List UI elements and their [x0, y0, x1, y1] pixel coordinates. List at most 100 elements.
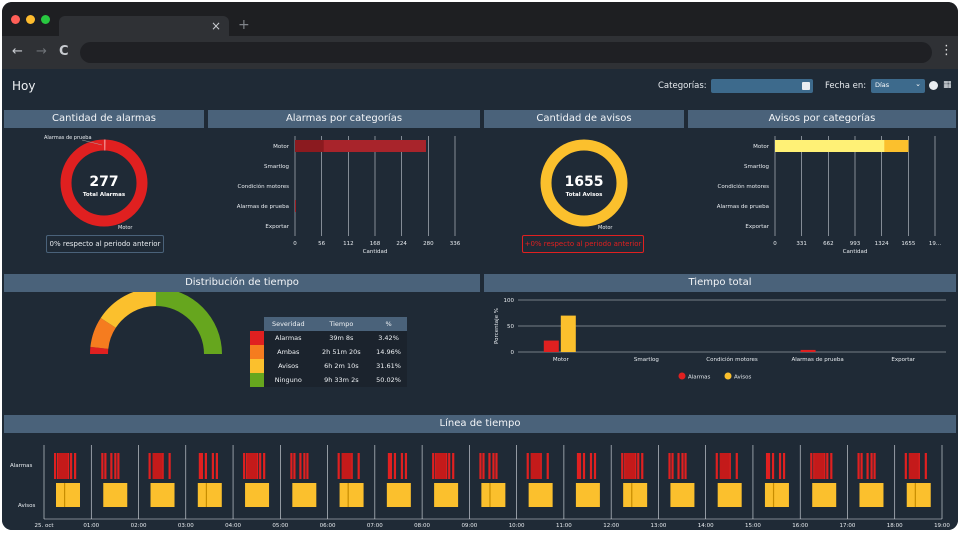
y-tick-label: 0 [511, 350, 515, 356]
table-cell: Ambas [264, 345, 313, 359]
x-tick-label: 1324 [875, 241, 889, 247]
timeline-warning-block [150, 483, 175, 507]
timeline-alarm-mark [293, 453, 296, 479]
timeline-warning-divider [205, 483, 207, 507]
date-unit-select[interactable]: Días ⌄ [871, 79, 925, 93]
timeline-title: Línea de tiempo [4, 415, 956, 433]
browser-toolbar: ← → C ⋮ [2, 36, 958, 69]
timeline-alarm-mark [204, 453, 207, 479]
x-tick-label: 56 [318, 241, 325, 247]
timeline-alarm-mark [767, 453, 771, 479]
timeline-warning-block [245, 483, 270, 507]
timeline-alarm-mark [826, 453, 829, 479]
timeline-warning-divider [914, 483, 916, 507]
timeline-alarm-mark [677, 453, 680, 479]
table-cell: 14.96% [370, 345, 407, 359]
timeline-alarm-mark [830, 453, 833, 479]
total-time-panel: Tiempo total 0 50 100 Porcentaje % Motor Smar… [484, 274, 956, 408]
time-tick-label: 12:00 [603, 523, 619, 529]
timeline-warning-block [481, 483, 506, 507]
category-label: Exportar [265, 224, 289, 230]
date-unit-value: Días [875, 81, 890, 89]
category-label: Smartlog [634, 357, 659, 363]
bar-segment [323, 140, 426, 152]
category-label: Smartlog [264, 164, 289, 170]
minimize-window-dot[interactable] [26, 15, 35, 24]
reload-icon[interactable]: C [59, 44, 69, 59]
address-bar[interactable] [80, 42, 932, 63]
timeline-warning-block [623, 483, 648, 507]
x-tick-label: 662 [823, 241, 834, 247]
x-tick-label: 1655 [901, 241, 915, 247]
timeline-warning-block [717, 483, 742, 507]
column-header: Severidad [264, 317, 313, 331]
categories-select[interactable] [711, 79, 813, 93]
timeline-alarm-mark [637, 453, 640, 479]
time-tick-label: 19:00 [934, 523, 950, 529]
timeline-alarm-mark [495, 453, 498, 479]
timeline-alarm-block [436, 453, 447, 479]
time-tick-label: 11:00 [556, 523, 572, 529]
warnings-comparison-badge: +0% respecto al periodo anterior [522, 235, 644, 253]
time-distribution-panel: Distribución de tiempo Severidad Tiempo … [4, 274, 480, 408]
timeline-alarm-mark [589, 453, 593, 479]
timeline-alarm-mark [857, 453, 860, 479]
timeline-warning-divider [64, 483, 66, 507]
timeline-alarm-mark [870, 453, 873, 479]
new-tab-icon[interactable]: + [238, 17, 250, 33]
warnings-count-title: Cantidad de avisos [484, 110, 684, 128]
forward-icon[interactable]: → [36, 44, 47, 59]
time-distribution-chart [90, 292, 222, 354]
warnings-total-label: Total Avisos [566, 192, 604, 198]
timeline-alarm-mark [290, 453, 293, 479]
category-label: Alarmas de prueba [717, 204, 769, 210]
timeline-alarm-mark [728, 453, 731, 479]
legend-label: Avisos [734, 375, 751, 381]
timeline-warning-block [670, 483, 695, 507]
table-cell: 39m 8s [312, 331, 371, 345]
bar [560, 315, 576, 352]
timeline-alarm-mark [259, 453, 262, 479]
category-label: Condición motores [238, 183, 290, 190]
dashboard: Hoy Categorías: Fecha en: Días ⌄ ▦ Canti… [2, 69, 958, 530]
date-label: Fecha en: [825, 81, 867, 91]
back-icon[interactable]: ← [12, 44, 23, 59]
timeline-alarm-block [908, 453, 919, 479]
table-cell: 9h 33m 2s [312, 373, 371, 387]
timeline-warning-block [859, 483, 884, 507]
clock-icon[interactable] [929, 81, 938, 90]
timeline-alarm-mark [114, 453, 117, 479]
severity-color-swatch [250, 359, 264, 373]
calendar-icon[interactable]: ▦ [943, 80, 952, 90]
y-axis-label: Porcentaje % [494, 308, 500, 344]
alarms-legend-leader [81, 139, 103, 146]
timeline-warning-block [812, 483, 837, 507]
bar [800, 349, 816, 352]
browser-tab[interactable]: × [59, 16, 229, 38]
table-cell: Ninguno [264, 373, 313, 387]
timeline-alarm-mark [593, 453, 597, 479]
close-window-dot[interactable] [11, 15, 20, 24]
tab-close-icon[interactable]: × [210, 19, 221, 33]
maximize-window-dot[interactable] [41, 15, 50, 24]
alarms-count-panel: Cantidad de alarmas 277 Total Alarmas Al… [4, 110, 204, 268]
warnings-by-category-chart: 0 331 662 993 1324 1655 19... Cantidad Motor Smar… [717, 136, 941, 255]
warnings-by-category-title: Avisos por categorías [688, 110, 956, 128]
timeline-alarm-mark [860, 453, 863, 479]
timeline-alarm-mark [621, 453, 624, 479]
timeline-alarm-mark [74, 453, 77, 479]
x-tick-label: 224 [396, 241, 407, 247]
timeline-warning-divider [489, 483, 491, 507]
timeline-alarm-mark [917, 453, 920, 479]
timeline-alarm-mark [668, 453, 671, 479]
timeline-alarm-mark [641, 453, 644, 479]
timeline-chart: Alarmas Avisos 25. oct 01:00 02:00 03:00 04:00… [10, 445, 950, 529]
column-header: Tiempo [312, 317, 371, 331]
y-tick-label: 100 [504, 298, 515, 304]
timeline-alarm-block [814, 453, 825, 479]
categories-calendar-icon[interactable] [802, 82, 810, 90]
browser-menu-icon[interactable]: ⋮ [940, 43, 953, 58]
table-row: Ninguno 9h 33m 2s 50.02% [250, 373, 407, 387]
legend-marker [678, 372, 686, 380]
bar-segment [884, 140, 909, 152]
